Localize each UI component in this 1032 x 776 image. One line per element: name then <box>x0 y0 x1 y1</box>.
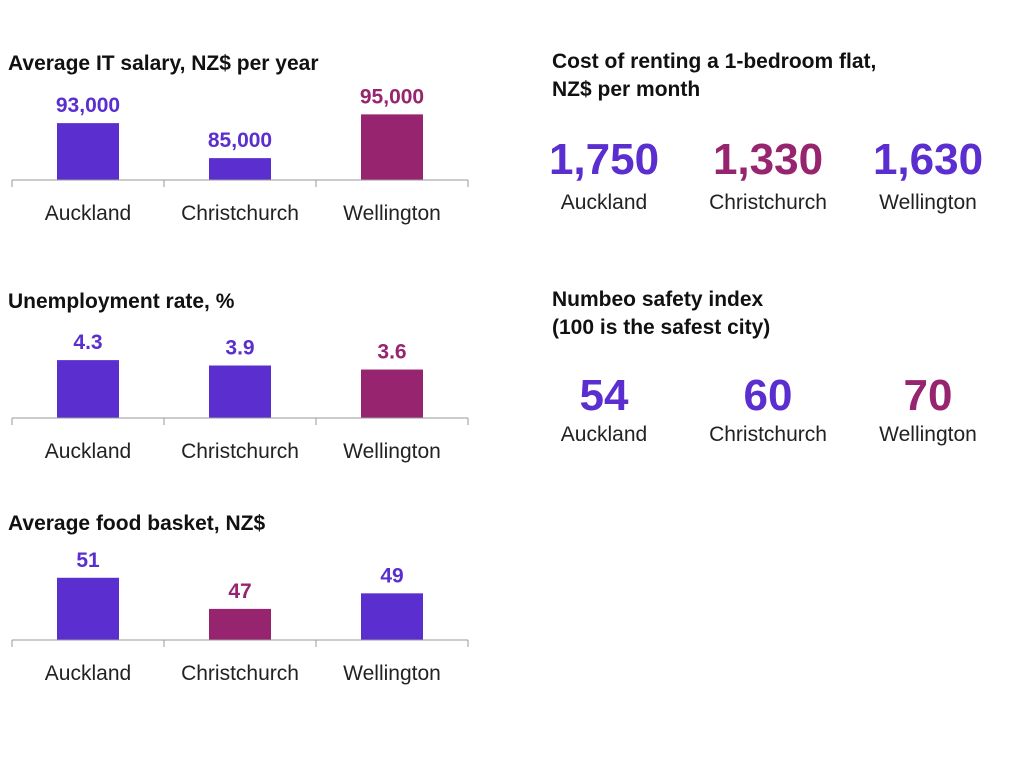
safety-title: Numbeo safety index (100 is the safest c… <box>552 288 771 339</box>
bar-auckland <box>57 360 119 418</box>
bar-auckland <box>57 123 119 180</box>
value-label-wellington: 49 <box>380 564 403 587</box>
value-label-wellington: 95,000 <box>360 85 424 108</box>
unemployment-chart-title: Unemployment rate, % <box>8 290 235 313</box>
category-label-christchurch: Christchurch <box>181 202 299 225</box>
kpi-value: 1,630 <box>872 135 984 184</box>
kpi-value: 60 <box>743 371 793 420</box>
value-label-auckland: 51 <box>76 549 100 572</box>
value-label-wellington: 3.6 <box>377 341 406 364</box>
kpi-label: Christchurch <box>709 423 827 446</box>
value-label-christchurch: 3.9 <box>225 337 254 360</box>
kpi-label: Auckland <box>560 191 648 214</box>
kpi-value: 54 <box>579 371 629 420</box>
bar-christchurch <box>209 365 271 418</box>
kpi-label: Wellington <box>879 191 977 214</box>
kpi-christchurch: 1,330 Christchurch <box>688 134 848 216</box>
category-label-auckland: Auckland <box>45 662 131 685</box>
salary-chart: 93,000 Auckland 85,000 Christchurch 95,000 We… <box>0 78 480 228</box>
kpi-wellington: 1,630 Wellington <box>848 134 1008 216</box>
bar-wellington <box>361 114 423 180</box>
category-label-auckland: Auckland <box>45 440 131 463</box>
value-label-christchurch: 47 <box>228 580 251 603</box>
kpi-label: Wellington <box>879 423 977 446</box>
bar-wellington <box>361 369 423 418</box>
category-label-wellington: Wellington <box>343 662 441 685</box>
kpi-auckland: 1,750 Auckland <box>524 134 684 216</box>
rent-title: Cost of renting a 1-bedroom flat, NZ$ pe… <box>552 50 877 101</box>
bar-auckland <box>57 577 119 640</box>
category-label-christchurch: Christchurch <box>181 662 299 685</box>
category-label-auckland: Auckland <box>45 202 131 225</box>
kpi-christchurch: 60 Christchurch <box>688 370 848 448</box>
category-label-wellington: Wellington <box>343 440 441 463</box>
bar-christchurch <box>209 608 271 640</box>
category-label-christchurch: Christchurch <box>181 440 299 463</box>
salary-chart-title: Average IT salary, NZ$ per year <box>8 52 319 75</box>
bar-christchurch <box>209 158 271 180</box>
food-chart-title: Average food basket, NZ$ <box>8 512 266 535</box>
value-label-auckland: 93,000 <box>56 94 120 117</box>
kpi-value: 1,750 <box>548 135 660 184</box>
kpi-value: 70 <box>903 371 953 420</box>
food-chart: 51 Auckland 47 Christchurch 49 Wellington <box>0 538 480 688</box>
kpi-wellington: 70 Wellington <box>848 370 1008 448</box>
kpi-value: 1,330 <box>712 135 824 184</box>
kpi-auckland: 54 Auckland <box>524 370 684 448</box>
bar-chart-svg: 51 Auckland 47 Christchurch 49 Wellington <box>11 549 469 685</box>
kpi-label: Christchurch <box>709 191 827 214</box>
bar-chart-svg: 4.3 Auckland 3.9 Christchurch 3.6 Wellington <box>11 331 469 463</box>
bar-wellington <box>361 593 423 640</box>
unemployment-chart: 4.3 Auckland 3.9 Christchurch 3.6 Wellington <box>0 316 480 466</box>
value-label-auckland: 4.3 <box>73 331 102 354</box>
bar-chart-svg: 93,000 Auckland 85,000 Christchurch 95,000 We… <box>11 85 469 225</box>
safety-values: 54 Auckland 60 Christchurch 70 Wellington <box>548 370 1018 490</box>
rent-values: 1,750 Auckland 1,330 Christchurch 1,630 Welli… <box>548 134 1018 254</box>
value-label-christchurch: 85,000 <box>208 129 272 152</box>
category-label-wellington: Wellington <box>343 202 441 225</box>
kpi-label: Auckland <box>560 423 648 446</box>
